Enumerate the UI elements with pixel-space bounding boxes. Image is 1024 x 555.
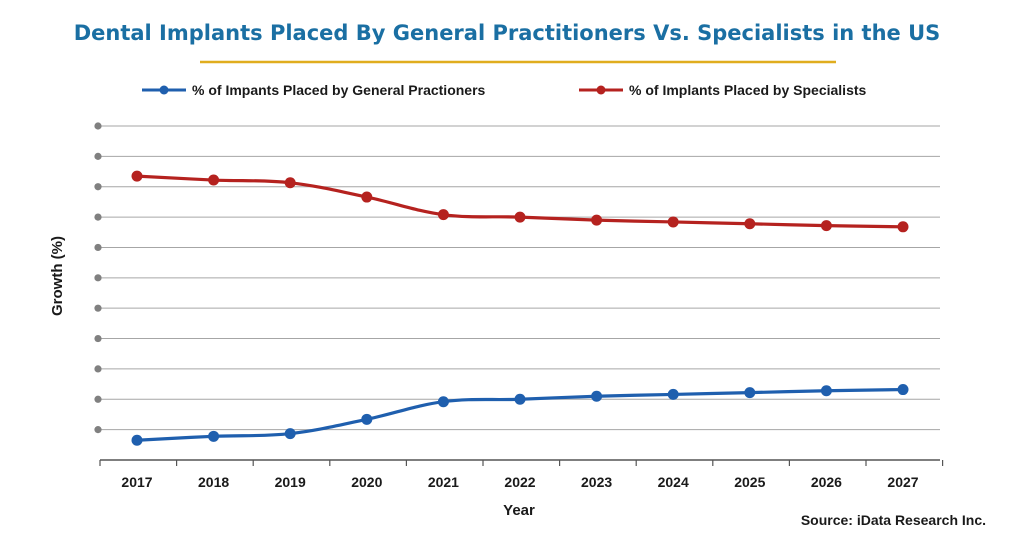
source-note: Source: iData Research Inc. — [801, 512, 986, 528]
x-axis: 2017 2018 2019 2020 2021 2022 2023 2024 2025 2026… — [99, 459, 944, 490]
y-tick-marker — [94, 365, 102, 373]
data-point-2019[interactable] — [284, 177, 296, 189]
y-tick-marker — [94, 304, 102, 312]
legend: % of Impants Placed by General Practione… — [142, 82, 867, 98]
legend-item-general[interactable]: % of Impants Placed by General Practione… — [142, 82, 486, 98]
data-point-2024[interactable] — [667, 388, 679, 400]
data-point-2019[interactable] — [284, 428, 296, 440]
data-point-2023[interactable] — [591, 214, 603, 226]
series-specialists — [131, 170, 909, 233]
legend-item-specialists[interactable]: % of Implants Placed by Specialists — [579, 82, 867, 98]
data-point-2021[interactable] — [437, 209, 449, 221]
legend-marker-specialists — [596, 85, 606, 95]
x-tick-label: 2026 — [811, 474, 842, 490]
x-tick-label: 2024 — [658, 474, 689, 490]
x-tick-label: 2017 — [121, 474, 152, 490]
data-point-2023[interactable] — [591, 390, 603, 402]
x-tick-label: 2022 — [504, 474, 535, 490]
data-point-2018[interactable] — [208, 430, 220, 442]
data-point-2020[interactable] — [361, 413, 373, 425]
x-tick-label: 2023 — [581, 474, 612, 490]
x-tick-label: 2021 — [428, 474, 459, 490]
plot-area — [131, 170, 909, 446]
data-point-2027[interactable] — [897, 384, 909, 396]
data-point-2020[interactable] — [361, 191, 373, 203]
y-axis-tick-markers — [94, 122, 102, 434]
data-point-2027[interactable] — [897, 221, 909, 233]
gridlines — [100, 125, 940, 431]
data-point-2022[interactable] — [514, 393, 526, 405]
chart-title: Dental Implants Placed By General Practi… — [74, 21, 941, 45]
y-axis-label: Growth (%) — [49, 236, 66, 316]
data-point-2025[interactable] — [744, 387, 756, 399]
data-point-2025[interactable] — [744, 218, 756, 230]
data-point-2026[interactable] — [820, 385, 832, 397]
data-point-2022[interactable] — [514, 211, 526, 223]
x-tick-label: 2018 — [198, 474, 229, 490]
legend-label-general: % of Impants Placed by General Practione… — [192, 82, 486, 98]
y-tick-marker — [94, 334, 102, 343]
x-tick-label: 2025 — [734, 474, 765, 490]
y-tick-marker — [94, 152, 102, 160]
data-point-2017[interactable] — [131, 170, 143, 182]
y-tick-marker — [94, 243, 102, 252]
data-point-2021[interactable] — [437, 396, 449, 408]
y-tick-marker — [94, 395, 102, 403]
x-tick-label: 2019 — [275, 474, 306, 490]
legend-marker-general — [159, 85, 169, 95]
y-tick-marker — [94, 426, 102, 434]
x-axis-label: Year — [503, 502, 535, 519]
x-tick-label: 2020 — [351, 474, 382, 490]
data-point-2026[interactable] — [820, 220, 832, 232]
y-tick-marker — [94, 274, 102, 282]
data-point-2018[interactable] — [208, 174, 220, 186]
data-point-2017[interactable] — [131, 434, 143, 446]
series-general-practitioners — [131, 384, 909, 446]
x-tick-label: 2027 — [887, 474, 918, 490]
y-tick-marker — [94, 183, 102, 191]
y-tick-marker — [94, 213, 102, 221]
data-point-2024[interactable] — [667, 216, 679, 228]
legend-label-specialists: % of Implants Placed by Specialists — [629, 82, 867, 98]
y-tick-marker — [94, 122, 102, 130]
